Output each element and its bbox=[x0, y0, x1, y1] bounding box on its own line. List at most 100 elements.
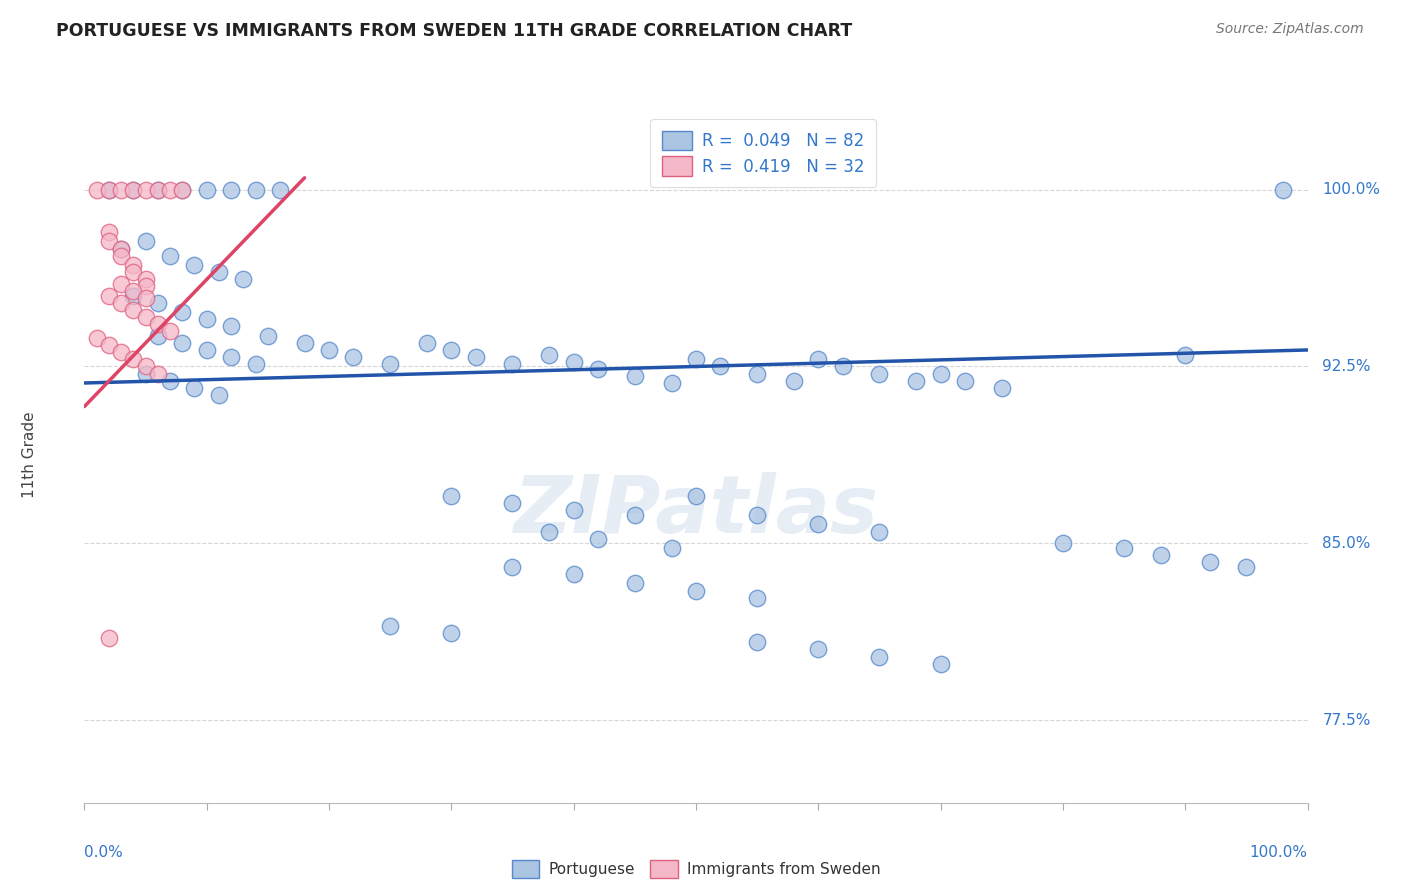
Text: 11th Grade: 11th Grade bbox=[22, 411, 37, 499]
Point bbox=[172, 335, 194, 350]
Point bbox=[159, 183, 181, 197]
Point bbox=[97, 225, 120, 239]
Point bbox=[342, 350, 364, 364]
Point bbox=[110, 295, 132, 310]
Point bbox=[747, 367, 769, 381]
Point bbox=[97, 631, 120, 645]
Point bbox=[159, 324, 181, 338]
Point bbox=[122, 258, 145, 272]
Point bbox=[183, 258, 205, 272]
Text: PORTUGUESE VS IMMIGRANTS FROM SWEDEN 11TH GRADE CORRELATION CHART: PORTUGUESE VS IMMIGRANTS FROM SWEDEN 11T… bbox=[56, 22, 852, 40]
Point bbox=[562, 355, 585, 369]
Point bbox=[219, 350, 242, 364]
Point bbox=[208, 265, 231, 279]
Point bbox=[1272, 183, 1295, 197]
Point bbox=[245, 357, 267, 371]
Point bbox=[172, 305, 194, 319]
Point bbox=[122, 183, 145, 197]
Point bbox=[929, 657, 952, 671]
Point bbox=[747, 508, 769, 522]
Text: 85.0%: 85.0% bbox=[1322, 536, 1371, 551]
Point bbox=[661, 541, 683, 555]
Point bbox=[685, 583, 707, 598]
Point bbox=[122, 352, 145, 367]
Point bbox=[159, 249, 181, 263]
Text: 77.5%: 77.5% bbox=[1322, 713, 1371, 728]
Text: Source: ZipAtlas.com: Source: ZipAtlas.com bbox=[1216, 22, 1364, 37]
Text: 0.0%: 0.0% bbox=[84, 845, 124, 860]
Point bbox=[110, 277, 132, 291]
Point bbox=[869, 524, 891, 539]
Point bbox=[135, 235, 157, 249]
Point bbox=[586, 361, 609, 376]
Point bbox=[294, 335, 316, 350]
Point bbox=[110, 249, 132, 263]
Point bbox=[122, 284, 145, 298]
Point bbox=[747, 635, 769, 649]
Point bbox=[172, 183, 194, 197]
Point bbox=[146, 328, 169, 343]
Point bbox=[86, 331, 108, 345]
Point bbox=[464, 350, 486, 364]
Point bbox=[869, 649, 891, 664]
Point bbox=[929, 367, 952, 381]
Point bbox=[624, 576, 647, 591]
Point bbox=[807, 517, 830, 532]
Point bbox=[183, 381, 205, 395]
Point bbox=[624, 508, 647, 522]
Point bbox=[269, 183, 291, 197]
Point bbox=[807, 642, 830, 657]
Point bbox=[416, 335, 439, 350]
Point bbox=[1198, 555, 1220, 569]
Point bbox=[110, 242, 132, 256]
Point bbox=[1174, 348, 1197, 362]
Point bbox=[135, 272, 157, 286]
Point bbox=[257, 328, 280, 343]
Point bbox=[538, 348, 561, 362]
Point bbox=[905, 374, 928, 388]
Point bbox=[586, 532, 609, 546]
Legend: Portuguese, Immigrants from Sweden: Portuguese, Immigrants from Sweden bbox=[503, 853, 889, 886]
Text: ZIPatlas: ZIPatlas bbox=[513, 472, 879, 549]
Point bbox=[501, 560, 523, 574]
Point bbox=[685, 352, 707, 367]
Point bbox=[195, 312, 218, 326]
Point bbox=[110, 242, 132, 256]
Point bbox=[159, 374, 181, 388]
Point bbox=[97, 183, 120, 197]
Point bbox=[135, 367, 157, 381]
Point bbox=[783, 374, 806, 388]
Point bbox=[1114, 541, 1136, 555]
Point bbox=[709, 359, 731, 374]
Point bbox=[1150, 548, 1173, 562]
Point bbox=[501, 357, 523, 371]
Point bbox=[146, 183, 169, 197]
Point bbox=[869, 367, 891, 381]
Point bbox=[110, 345, 132, 359]
Point bbox=[135, 310, 157, 324]
Point bbox=[245, 183, 267, 197]
Point bbox=[97, 338, 120, 352]
Point bbox=[661, 376, 683, 390]
Point bbox=[747, 591, 769, 605]
Point bbox=[380, 619, 402, 633]
Point bbox=[1234, 560, 1257, 574]
Point bbox=[135, 359, 157, 374]
Point bbox=[110, 183, 132, 197]
Point bbox=[538, 524, 561, 539]
Point bbox=[86, 183, 108, 197]
Point bbox=[501, 496, 523, 510]
Point bbox=[624, 368, 647, 383]
Point bbox=[440, 626, 463, 640]
Text: 92.5%: 92.5% bbox=[1322, 359, 1371, 374]
Point bbox=[807, 352, 830, 367]
Point bbox=[122, 302, 145, 317]
Point bbox=[97, 235, 120, 249]
Point bbox=[685, 489, 707, 503]
Point bbox=[440, 343, 463, 357]
Point bbox=[135, 183, 157, 197]
Text: 100.0%: 100.0% bbox=[1322, 182, 1381, 197]
Point bbox=[1052, 536, 1074, 550]
Point bbox=[135, 291, 157, 305]
Point bbox=[990, 381, 1012, 395]
